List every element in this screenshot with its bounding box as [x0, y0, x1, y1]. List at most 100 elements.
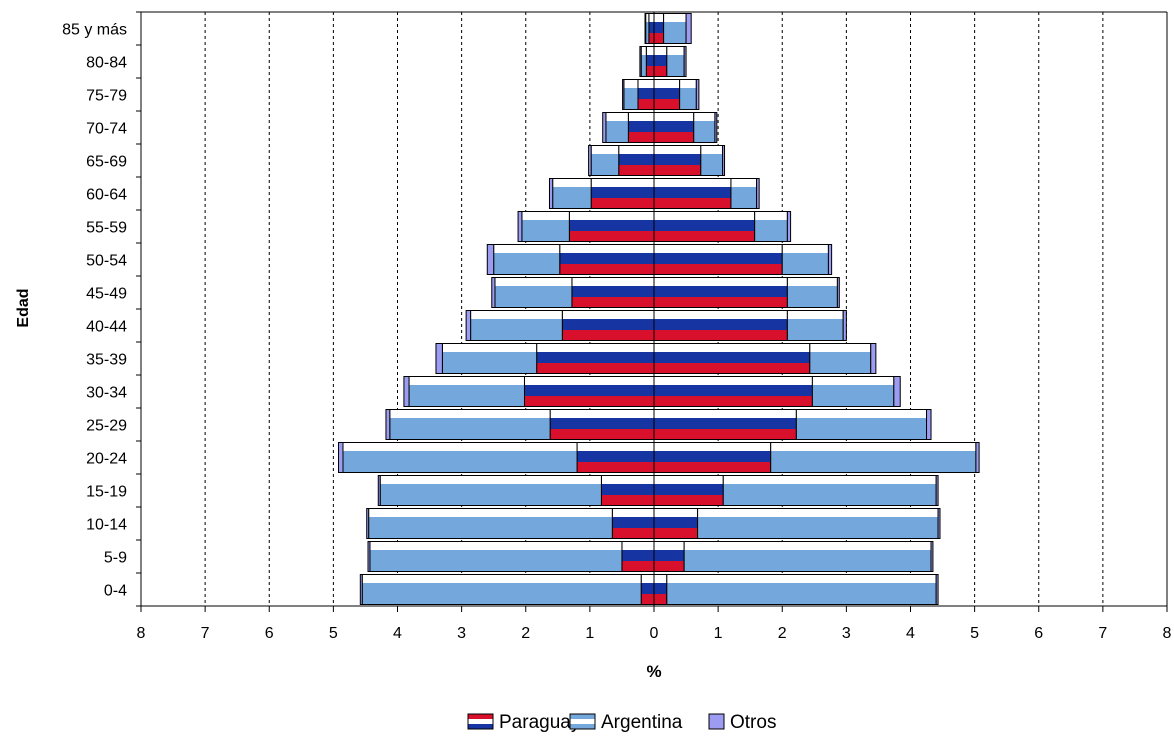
bar-otros-right-14 — [714, 112, 718, 143]
bar-argentina-right-15 — [679, 79, 697, 110]
bar-argentina-left-6 — [408, 376, 525, 407]
x-tick-label-16: 8 — [1163, 625, 1172, 642]
y-tick-label-9: 45-49 — [86, 286, 127, 303]
y-tick-label-2: 10-14 — [86, 517, 127, 534]
bar-otros-left-16 — [639, 46, 642, 77]
bar-otros-left-10 — [486, 244, 495, 275]
bar-paraguay-left-9 — [571, 277, 655, 308]
bar-argentina-right-16 — [666, 46, 685, 77]
legend-swatch-argentina — [569, 713, 596, 730]
bar-otros-right-8 — [842, 310, 847, 341]
bar-argentina-left-14 — [605, 112, 629, 143]
legend-label-otros: Otros — [730, 712, 776, 733]
y-tick-label-8: 40-44 — [86, 319, 127, 336]
bar-otros-right-6 — [893, 376, 901, 407]
bar-argentina-left-12 — [552, 178, 592, 209]
bar-argentina-right-0 — [666, 574, 937, 605]
x-tick-label-15: 7 — [1098, 625, 1107, 642]
y-tick-label-15: 75-79 — [86, 88, 127, 105]
bar-argentina-right-1 — [683, 541, 932, 572]
bar-otros-left-4 — [338, 442, 344, 473]
bar-argentina-right-10 — [781, 244, 829, 275]
bar-paraguay-left-13 — [618, 145, 655, 176]
bar-otros-left-13 — [588, 145, 592, 176]
bar-argentina-right-11 — [754, 211, 788, 242]
y-tick-label-3: 15-19 — [86, 484, 127, 501]
bar-paraguay-right-6 — [653, 376, 813, 407]
bar-paraguay-right-9 — [653, 277, 788, 308]
y-tick-label-17: 85 y más — [62, 22, 127, 39]
bar-argentina-left-11 — [521, 211, 570, 242]
bar-argentina-right-13 — [700, 145, 724, 176]
bar-argentina-right-8 — [786, 310, 844, 341]
bar-paraguay-left-3 — [600, 475, 655, 506]
bar-paraguay-left-10 — [559, 244, 655, 275]
x-tick-label-14: 6 — [1034, 625, 1043, 642]
bar-paraguay-left-17 — [648, 13, 655, 44]
bar-paraguay-left-8 — [561, 310, 655, 341]
x-tick-label-0: 8 — [137, 625, 146, 642]
bar-otros-left-11 — [517, 211, 523, 242]
bar-argentina-right-4 — [770, 442, 977, 473]
y-tick-label-11: 55-59 — [86, 220, 127, 237]
bar-otros-right-1 — [930, 541, 934, 572]
bar-paraguay-right-16 — [653, 46, 668, 77]
bar-paraguay-right-13 — [653, 145, 702, 176]
bar-otros-right-2 — [937, 508, 941, 539]
bar-otros-right-7 — [870, 343, 877, 374]
bar-otros-right-11 — [786, 211, 792, 242]
x-tick-label-10: 2 — [778, 625, 787, 642]
bar-argentina-left-2 — [368, 508, 613, 539]
bar-paraguay-right-0 — [653, 574, 668, 605]
legend-swatch-paraguay — [467, 713, 494, 730]
bar-paraguay-right-4 — [653, 442, 772, 473]
legend: Paraguay Argentina Otros — [467, 712, 776, 733]
x-tick-label-5: 3 — [457, 625, 466, 642]
bar-argentina-right-12 — [730, 178, 758, 209]
bar-paraguay-left-16 — [645, 46, 655, 77]
bar-otros-left-1 — [367, 541, 371, 572]
bar-otros-right-15 — [695, 79, 700, 110]
bar-otros-left-3 — [377, 475, 381, 506]
bar-argentina-right-3 — [722, 475, 937, 506]
y-tick-label-16: 80-84 — [86, 55, 127, 72]
bar-argentina-left-4 — [342, 442, 578, 473]
bar-argentina-left-7 — [441, 343, 538, 374]
y-tick-label-10: 50-54 — [86, 253, 127, 270]
bar-otros-right-3 — [935, 475, 939, 506]
bar-paraguay-left-5 — [549, 409, 655, 440]
bar-argentina-left-9 — [494, 277, 573, 308]
bar-argentina-right-2 — [697, 508, 939, 539]
bar-otros-right-16 — [683, 46, 687, 77]
bar-argentina-right-6 — [811, 376, 895, 407]
bar-otros-left-0 — [359, 574, 363, 605]
y-tick-label-13: 65-69 — [86, 154, 127, 171]
bar-argentina-left-3 — [379, 475, 602, 506]
x-tick-label-7: 1 — [585, 625, 594, 642]
bar-argentina-left-15 — [623, 79, 639, 110]
bar-otros-left-12 — [548, 178, 554, 209]
bar-paraguay-left-7 — [536, 343, 655, 374]
x-tick-label-9: 1 — [714, 625, 723, 642]
y-tick-label-4: 20-24 — [86, 451, 127, 468]
bar-paraguay-left-4 — [576, 442, 655, 473]
bar-otros-right-4 — [975, 442, 980, 473]
bar-paraguay-right-17 — [653, 13, 665, 44]
bar-otros-left-15 — [622, 79, 625, 110]
bar-paraguay-right-10 — [653, 244, 783, 275]
bar-argentina-right-17 — [663, 13, 687, 44]
bar-otros-right-9 — [836, 277, 840, 308]
bar-otros-right-0 — [935, 574, 939, 605]
x-tick-label-3: 5 — [329, 625, 338, 642]
x-tick-label-11: 3 — [842, 625, 851, 642]
bar-otros-left-5 — [385, 409, 391, 440]
y-tick-label-6: 30-34 — [86, 385, 127, 402]
bar-paraguay-right-1 — [653, 541, 685, 572]
bar-paraguay-left-0 — [640, 574, 655, 605]
bar-otros-left-9 — [491, 277, 496, 308]
y-tick-label-1: 5-9 — [104, 550, 127, 567]
y-tick-label-7: 35-39 — [86, 352, 127, 369]
bar-otros-left-6 — [403, 376, 410, 407]
